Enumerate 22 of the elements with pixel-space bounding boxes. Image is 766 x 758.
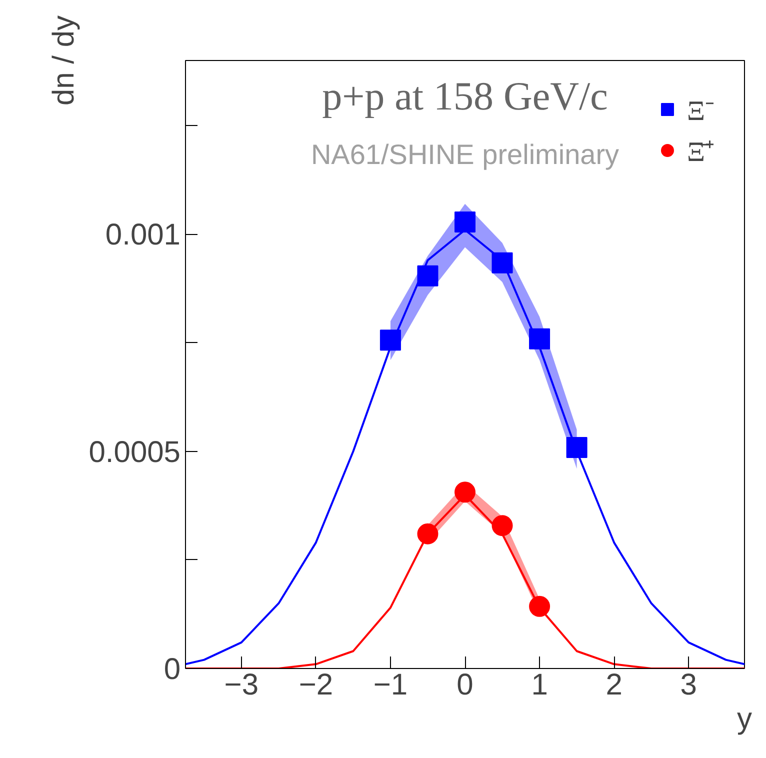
x-tick-label: −1 — [373, 668, 408, 702]
annotation: NA61/SHINE preliminary — [310, 138, 620, 170]
x-tick-label: −2 — [298, 668, 334, 702]
x-tick-label: 0 — [456, 668, 474, 702]
point — [454, 482, 476, 503]
point — [566, 436, 588, 458]
x-tick-label: 2 — [606, 668, 622, 702]
x-tick-label: 1 — [531, 668, 548, 702]
point — [529, 328, 550, 350]
y-axis-title: dn / dy — [48, 15, 81, 106]
y-tick-label: 0.001 — [105, 218, 181, 252]
point — [492, 515, 513, 536]
point — [454, 212, 476, 233]
x-axis-title: y — [737, 702, 752, 736]
legend-label: Ξ⁻ — [686, 95, 714, 128]
y-tick-label: 0.0005 — [88, 436, 181, 469]
x-tick-label: −3 — [224, 668, 259, 702]
legend-label: Ξ̄⁺ — [686, 136, 714, 169]
point — [417, 265, 438, 286]
point — [380, 330, 401, 351]
chart-title: p+p at 158 GeV/c — [322, 73, 608, 118]
x-tick-label: 3 — [680, 668, 697, 702]
